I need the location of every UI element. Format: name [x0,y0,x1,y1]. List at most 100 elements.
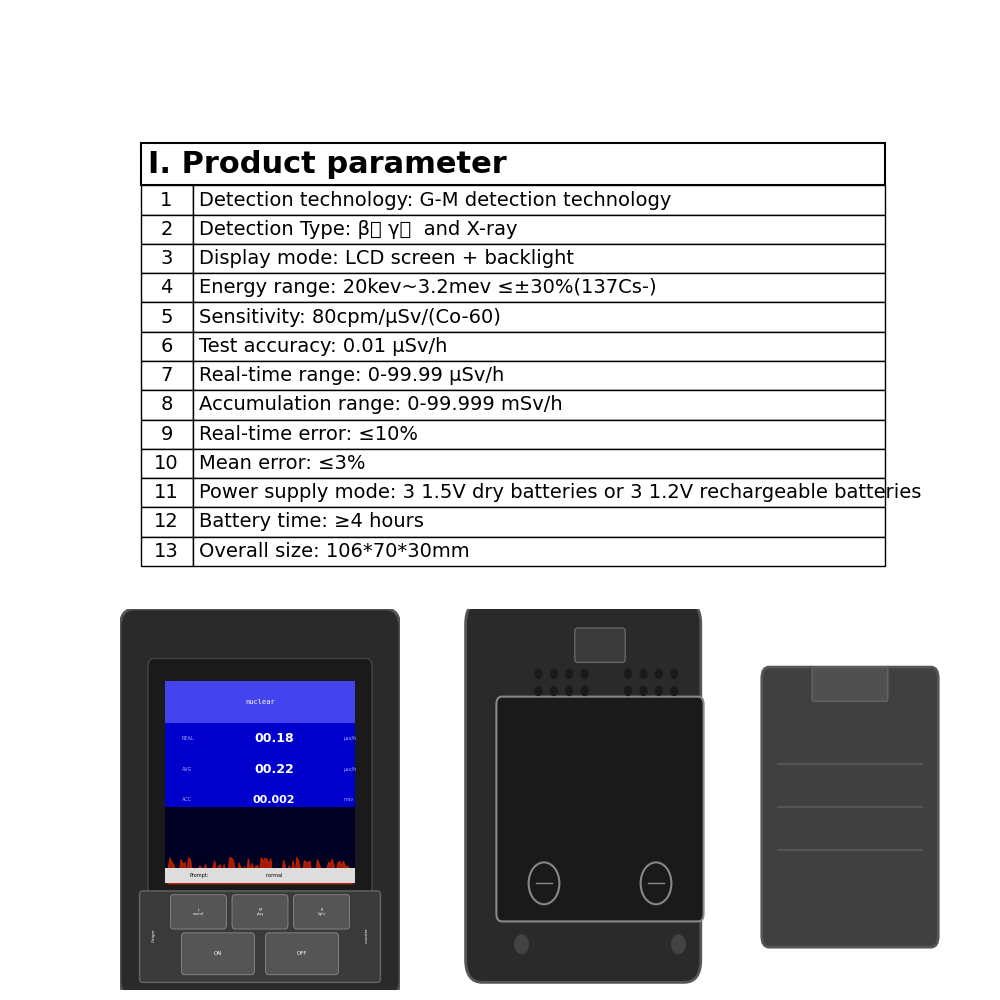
Circle shape [550,669,557,678]
Circle shape [566,669,573,678]
Text: 00.18: 00.18 [254,732,294,745]
Circle shape [625,669,631,678]
Circle shape [655,669,662,678]
Text: Real-time error: ≤10%: Real-time error: ≤10% [199,425,418,444]
FancyBboxPatch shape [762,667,938,947]
Circle shape [581,686,588,695]
Circle shape [655,686,662,695]
FancyBboxPatch shape [148,659,372,902]
FancyBboxPatch shape [140,215,193,244]
FancyBboxPatch shape [140,478,193,507]
FancyBboxPatch shape [193,361,885,390]
FancyBboxPatch shape [140,244,193,273]
Bar [165,807,355,883]
Text: 6: 6 [160,337,173,356]
Bar [165,681,355,723]
Text: Geiger: Geiger [152,928,156,942]
FancyBboxPatch shape [140,302,193,332]
Text: ON: ON [214,951,222,956]
Text: Accumulation range: 0-99.999 mSv/h: Accumulation range: 0-99.999 mSv/h [199,395,562,414]
FancyBboxPatch shape [193,185,885,215]
Text: 13: 13 [154,542,179,561]
Text: 8: 8 [160,395,173,414]
FancyBboxPatch shape [466,601,701,982]
FancyBboxPatch shape [140,891,380,982]
FancyBboxPatch shape [193,215,885,244]
Circle shape [550,686,557,695]
FancyBboxPatch shape [812,667,888,701]
FancyBboxPatch shape [193,420,885,449]
FancyBboxPatch shape [140,273,193,302]
Text: 9: 9 [160,425,173,444]
Text: msv: msv [344,797,354,802]
FancyBboxPatch shape [266,933,338,975]
Text: 11: 11 [154,483,179,502]
Text: Battery time: ≥4 hours: Battery time: ≥4 hours [199,512,424,531]
Bar [165,681,355,883]
FancyBboxPatch shape [170,895,226,929]
Text: counter: counter [364,927,368,943]
Text: OFF: OFF [297,951,307,956]
FancyBboxPatch shape [140,537,193,566]
FancyBboxPatch shape [120,609,400,998]
FancyBboxPatch shape [140,332,193,361]
Text: 12: 12 [154,512,179,531]
Text: 5: 5 [160,308,173,327]
FancyBboxPatch shape [140,361,193,390]
Text: Display mode: LCD screen + backlight: Display mode: LCD screen + backlight [199,249,574,268]
FancyBboxPatch shape [193,302,885,332]
Text: Real-time range: 0-99.99 μSv/h: Real-time range: 0-99.99 μSv/h [199,366,504,385]
Circle shape [550,703,557,713]
Circle shape [671,703,678,713]
Text: Overall size: 106*70*30mm: Overall size: 106*70*30mm [199,542,469,561]
Circle shape [581,703,588,713]
Text: 3: 3 [160,249,173,268]
FancyBboxPatch shape [193,537,885,566]
FancyBboxPatch shape [575,628,625,662]
Text: L
sound: L sound [193,908,204,916]
Text: 2: 2 [160,220,173,239]
FancyBboxPatch shape [193,478,885,507]
Text: normal: normal [265,873,283,878]
FancyBboxPatch shape [193,449,885,478]
FancyBboxPatch shape [193,390,885,420]
FancyBboxPatch shape [140,449,193,478]
Bar [165,868,355,883]
Text: 1: 1 [160,191,173,210]
Text: Prompt:: Prompt: [190,873,209,878]
Text: R
light: R light [318,908,326,916]
FancyBboxPatch shape [140,390,193,420]
Text: 10: 10 [154,454,179,473]
Text: Energy range: 20kev~3.2mev ≤±30%(137Cs-): Energy range: 20kev~3.2mev ≤±30%(137Cs-) [199,278,656,297]
Text: 4: 4 [160,278,173,297]
FancyBboxPatch shape [140,507,193,537]
Circle shape [625,686,631,695]
FancyBboxPatch shape [140,185,193,215]
Circle shape [640,703,647,713]
FancyBboxPatch shape [182,933,254,975]
Circle shape [581,669,588,678]
Circle shape [566,703,573,713]
Circle shape [671,669,678,678]
Text: 00.002: 00.002 [253,795,295,805]
FancyBboxPatch shape [294,895,350,929]
FancyBboxPatch shape [232,895,288,929]
Text: AVG: AVG [182,767,192,772]
FancyBboxPatch shape [193,273,885,302]
Circle shape [535,669,542,678]
Text: μsv/h: μsv/h [344,736,357,741]
Circle shape [625,703,631,713]
FancyBboxPatch shape [193,244,885,273]
Text: Mean error: ≤3%: Mean error: ≤3% [199,454,365,473]
Circle shape [535,686,542,695]
Circle shape [640,686,647,695]
Text: Test accuracy: 0.01 μSv/h: Test accuracy: 0.01 μSv/h [199,337,447,356]
Text: nuclear: nuclear [245,699,275,705]
Text: Sensitivity: 80cpm/μSv/(Co-60): Sensitivity: 80cpm/μSv/(Co-60) [199,308,501,327]
Text: I. Product parameter: I. Product parameter [148,150,507,179]
Circle shape [515,935,529,954]
Circle shape [655,703,662,713]
Text: Detection technology: G-M detection technology: Detection technology: G-M detection tech… [199,191,671,210]
Text: M
play: M play [256,908,264,916]
Circle shape [671,935,685,954]
